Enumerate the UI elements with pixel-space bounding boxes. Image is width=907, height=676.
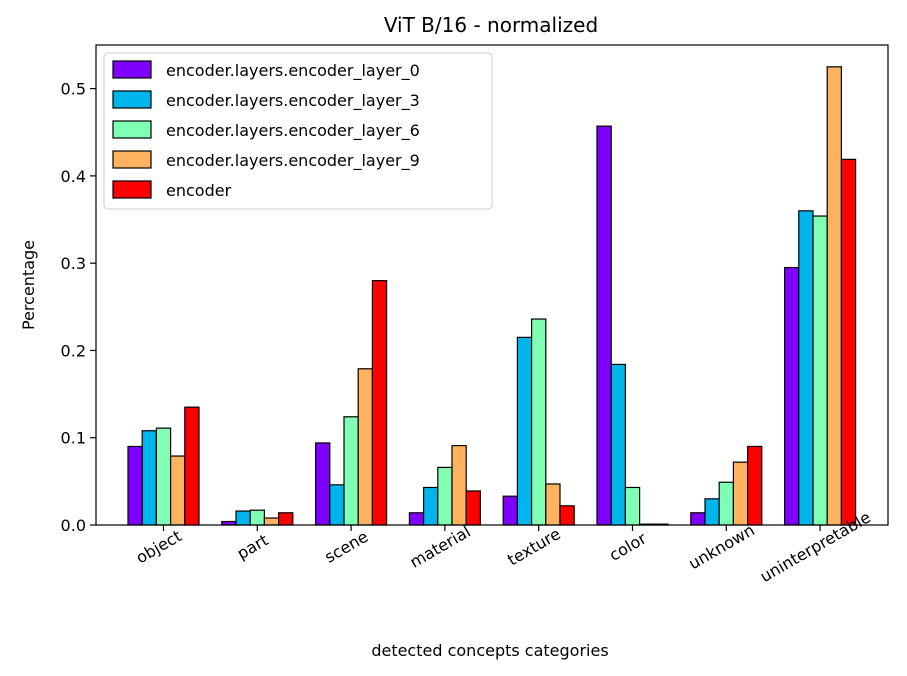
y-tick-label: 0.3 [61, 254, 86, 273]
x-tick-label-texture: texture [504, 524, 564, 569]
legend-box [103, 52, 493, 210]
bar-scene-series-0 [315, 442, 331, 526]
x-tick-label-unknown: unknown [685, 520, 757, 573]
x-tick-label-object: object [133, 526, 185, 567]
bar-part-series-3 [263, 517, 280, 526]
legend-label-1: encoder.layers.encoder_layer_3 [166, 91, 420, 111]
legend-label-0: encoder.layers.encoder_layer_0 [166, 61, 420, 81]
bar-object-series-1 [141, 430, 157, 526]
bar-unknown-series-4 [746, 445, 763, 526]
legend: encoder.layers.encoder_layer_0 encoder.la… [103, 52, 493, 210]
bar-unknown-series-2 [718, 481, 735, 526]
bar-part-series-1 [235, 510, 251, 526]
bar-scene-series-3 [357, 368, 374, 526]
bar-object-series-2 [155, 427, 172, 526]
bar-unknown-series-1 [704, 498, 720, 526]
legend-label-3: encoder.layers.encoder_layer_9 [166, 151, 420, 171]
bar-unknown-series-3 [732, 461, 749, 526]
y-tick-label: 0.0 [61, 516, 86, 535]
x-axis-label: detected concepts categories [371, 641, 608, 660]
chart-title: ViT B/16 - normalized [384, 13, 598, 37]
bar-uninterpretable-series-1 [798, 210, 814, 526]
y-tick-label: 0.4 [61, 167, 86, 186]
y-tick-label: 0.2 [61, 341, 86, 360]
bar-texture-series-4 [559, 505, 575, 526]
bar-object-series-3 [170, 455, 186, 526]
legend-swatch-0 [112, 60, 152, 79]
legend-swatch-2 [112, 120, 152, 139]
bar-part-series-2 [249, 509, 265, 526]
bars-group [127, 66, 857, 526]
bar-material-series-3 [451, 444, 467, 526]
bar-material-series-2 [437, 466, 453, 526]
y-axis-label: Percentage [19, 240, 38, 330]
legend-label-4: encoder [166, 181, 232, 200]
bar-object-series-4 [184, 406, 200, 526]
x-tick-label-material: material [406, 522, 473, 572]
x-tick-label-scene: scene [321, 527, 371, 567]
legend-swatch-4 [112, 180, 152, 199]
bar-color-series-1 [610, 363, 627, 526]
bar-scene-series-1 [329, 484, 345, 526]
x-tick-label-part: part [234, 530, 272, 563]
legend-label-2: encoder.layers.encoder_layer_6 [166, 121, 420, 141]
bar-texture-series-2 [530, 318, 547, 526]
bar-object-series-0 [127, 445, 143, 526]
x-tick-label-color: color [606, 528, 650, 564]
bar-uninterpretable-series-3 [826, 66, 843, 526]
y-tick-label: 0.1 [61, 429, 86, 448]
bar-texture-series-1 [516, 336, 533, 526]
bar-uninterpretable-series-4 [840, 158, 857, 526]
y-tick-label: 0.5 [61, 80, 86, 99]
bar-unknown-series-0 [690, 512, 706, 526]
bar-texture-series-0 [502, 495, 519, 526]
plot-frame [95, 44, 889, 526]
bar-texture-series-3 [545, 483, 561, 526]
bar-material-series-4 [465, 490, 482, 526]
bar-color-series-0 [596, 125, 612, 526]
legend-swatch-1 [112, 90, 152, 109]
bar-scene-series-2 [343, 416, 359, 526]
legend-swatch-3 [112, 150, 152, 169]
bar-material-series-1 [423, 486, 439, 526]
bar-part-series-4 [278, 512, 294, 526]
bar-uninterpretable-series-2 [812, 215, 828, 526]
bar-color-series-2 [624, 486, 641, 526]
bar-scene-series-4 [371, 280, 388, 526]
y-axis: 0.0 0.1 0.2 0.3 0.4 0.5 [61, 80, 96, 535]
bar-material-series-0 [408, 512, 425, 526]
bar-uninterpretable-series-0 [783, 266, 800, 526]
